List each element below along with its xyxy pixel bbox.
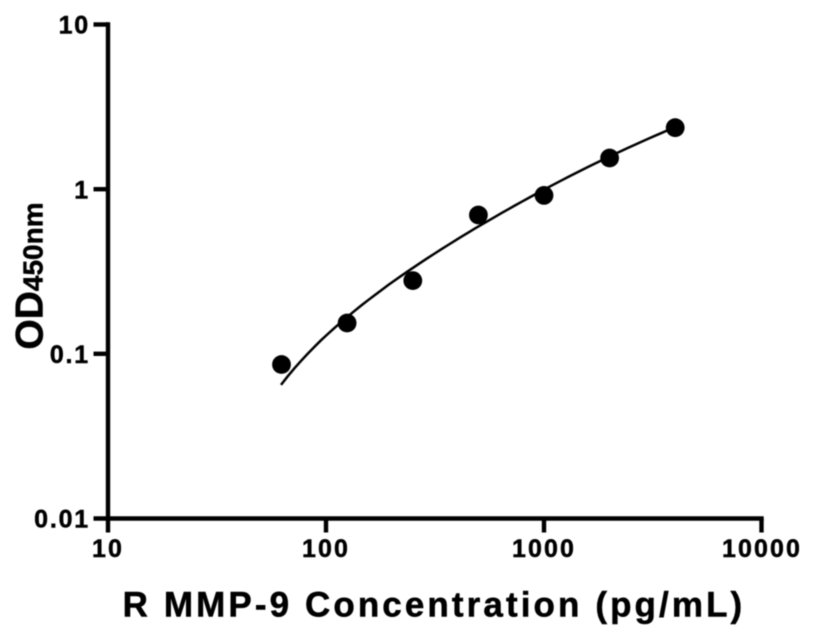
svg-text:1000: 1000	[512, 535, 576, 563]
svg-text:10: 10	[92, 535, 124, 563]
svg-text:0.01: 0.01	[34, 506, 90, 534]
svg-text:0.1: 0.1	[50, 341, 90, 369]
svg-text:R MMP-9 Concentration (pg/mL): R MMP-9 Concentration (pg/mL)	[123, 586, 746, 625]
svg-text:100: 100	[302, 535, 350, 563]
svg-text:OD450nm: OD450nm	[9, 202, 52, 349]
svg-text:10: 10	[59, 12, 90, 40]
svg-text:1: 1	[74, 176, 90, 204]
svg-text:10000: 10000	[722, 535, 802, 563]
